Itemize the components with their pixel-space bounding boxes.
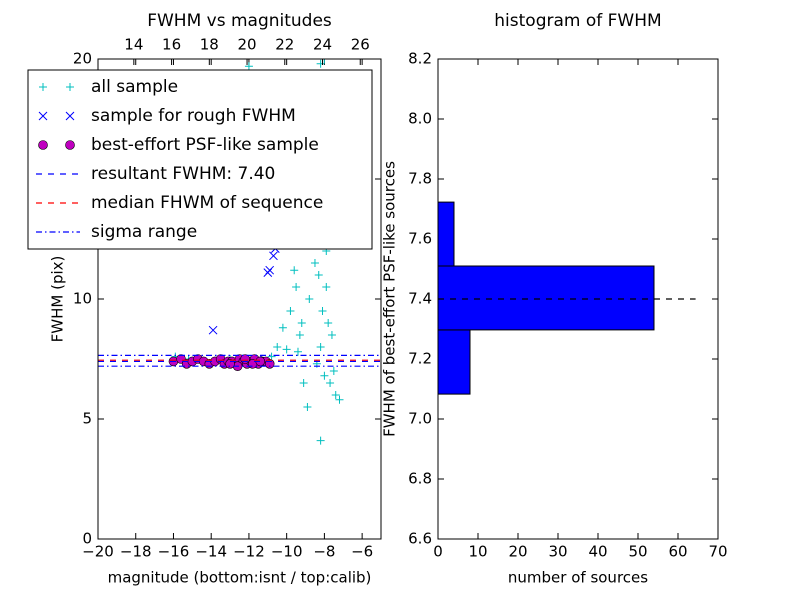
point	[297, 319, 306, 327]
x2-tick-label: 22	[275, 36, 294, 54]
point	[303, 403, 312, 411]
point	[320, 371, 329, 380]
x-tick-label: −18	[120, 543, 152, 561]
y-tick-label: 8.2	[408, 50, 432, 68]
point	[292, 283, 301, 291]
y-tick-label: 0	[82, 530, 92, 548]
point	[293, 347, 302, 356]
point	[316, 59, 325, 68]
point	[305, 295, 314, 303]
y-axis-label: FWHM of best-effort PSF-like sources	[381, 161, 399, 437]
x-tick-label: −20	[82, 543, 114, 561]
legend-label: sigma range	[91, 222, 197, 242]
x2-tick-label: 26	[351, 36, 370, 54]
x-tick-label: 60	[668, 543, 687, 561]
y-tick-label: 7.2	[408, 350, 432, 368]
point	[273, 343, 282, 351]
legend-label: median FHWM of sequence	[91, 193, 323, 213]
point	[314, 271, 323, 279]
point	[324, 319, 333, 327]
point	[265, 265, 275, 275]
point	[316, 343, 325, 351]
x2-tick-label: 16	[162, 36, 181, 54]
x-tick-label: −8	[313, 543, 335, 561]
x-tick-label: 10	[468, 543, 487, 561]
point	[286, 307, 295, 315]
point	[65, 111, 75, 121]
point	[38, 140, 48, 150]
chart-title: histogram of FWHM	[494, 11, 661, 31]
y-tick-label: 8.0	[408, 110, 432, 128]
point	[318, 307, 327, 315]
legend-label: all sample	[91, 77, 178, 97]
x2-tick-label: 24	[313, 36, 332, 54]
y-tick-label: 7.4	[408, 290, 432, 308]
point	[39, 83, 47, 91]
x-axis-label: magnitude (bottom:isnt / top:calib)	[108, 569, 372, 587]
point	[269, 251, 278, 261]
legend-label: best-effort PSF-like sample	[91, 135, 319, 155]
point	[38, 111, 48, 121]
legend-box	[27, 69, 373, 250]
bar	[437, 201, 455, 267]
point	[66, 83, 74, 91]
y-axis-label: FWHM (pix)	[49, 256, 67, 343]
point	[65, 140, 75, 150]
point	[244, 62, 253, 71]
x-tick-label: −10	[271, 543, 303, 561]
x-tick-label: 0	[433, 543, 443, 561]
point	[335, 395, 344, 404]
x-tick-label: 70	[708, 543, 727, 561]
bar	[437, 329, 471, 395]
x-tick-label: 40	[588, 543, 607, 561]
point	[295, 331, 304, 339]
y-tick-label: 5	[82, 410, 92, 428]
y-tick-label: 6.8	[408, 470, 432, 488]
y-tick-label: 7.8	[408, 170, 432, 188]
point	[282, 345, 291, 354]
x2-tick-label: 14	[124, 36, 143, 54]
x2-tick-label: 20	[237, 36, 256, 54]
x-axis-label: number of sources	[508, 569, 648, 587]
y-tick-label: 7.0	[408, 410, 432, 428]
point	[299, 379, 308, 387]
x-tick-label: −6	[351, 543, 373, 561]
chart-title: FWHM vs magnitudes	[147, 11, 332, 31]
point	[326, 379, 335, 387]
legend: all sample sample for rough FWHM best-effo…	[27, 69, 373, 250]
y-tick-label: 20	[73, 50, 92, 68]
point	[208, 325, 218, 335]
point	[290, 266, 299, 275]
x-tick-label: 20	[508, 543, 527, 561]
point	[322, 283, 331, 291]
x-tick-label: −12	[233, 543, 265, 561]
point	[327, 331, 336, 339]
x-tick-label: −16	[158, 543, 190, 561]
point	[316, 436, 325, 445]
y-tick-label: 7.6	[408, 230, 432, 248]
y-tick-label: 6.6	[408, 530, 432, 548]
x-tick-label: −14	[195, 543, 227, 561]
x-tick-label: 30	[548, 543, 567, 561]
point	[267, 352, 276, 361]
legend-label: resultant FWHM: 7.40	[91, 164, 275, 184]
x-tick-label: 50	[628, 543, 647, 561]
point	[320, 59, 329, 63]
point	[310, 259, 319, 267]
point	[329, 367, 338, 375]
bar	[437, 265, 655, 331]
legend-label: sample for rough FWHM	[91, 106, 296, 126]
axes-frame	[437, 58, 719, 540]
x2-tick-label: 18	[200, 36, 219, 54]
y-tick-label: 10	[73, 290, 92, 308]
point	[278, 323, 287, 332]
point	[331, 391, 340, 399]
axes-frame	[97, 58, 382, 540]
